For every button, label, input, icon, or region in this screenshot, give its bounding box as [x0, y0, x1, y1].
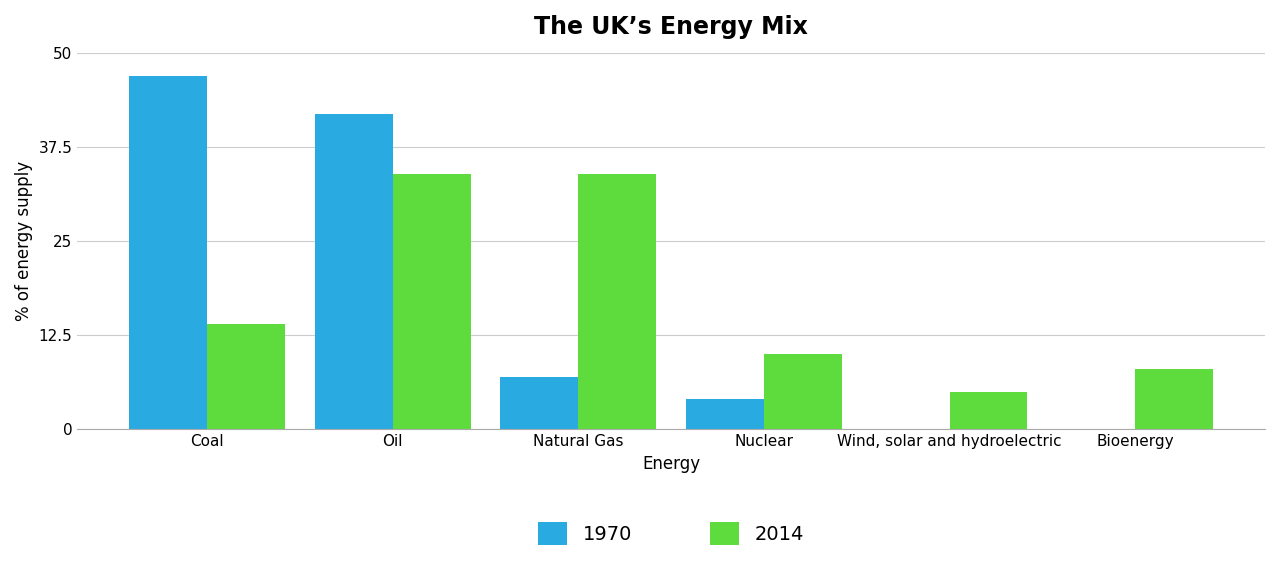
Bar [129, 76, 207, 429]
Y-axis label: % of energy supply: % of energy supply [15, 161, 33, 321]
X-axis label: Energy: Energy [643, 455, 700, 473]
Bar [686, 399, 764, 429]
Bar [950, 392, 1028, 429]
Bar [764, 354, 842, 429]
Bar [1135, 369, 1213, 429]
Bar [393, 174, 471, 429]
Legend: 1970, 2014: 1970, 2014 [538, 522, 804, 545]
Bar [207, 324, 285, 429]
Title: The UK’s Energy Mix: The UK’s Energy Mix [534, 15, 808, 39]
Bar [500, 377, 579, 429]
Bar [579, 174, 657, 429]
Bar [315, 113, 393, 429]
